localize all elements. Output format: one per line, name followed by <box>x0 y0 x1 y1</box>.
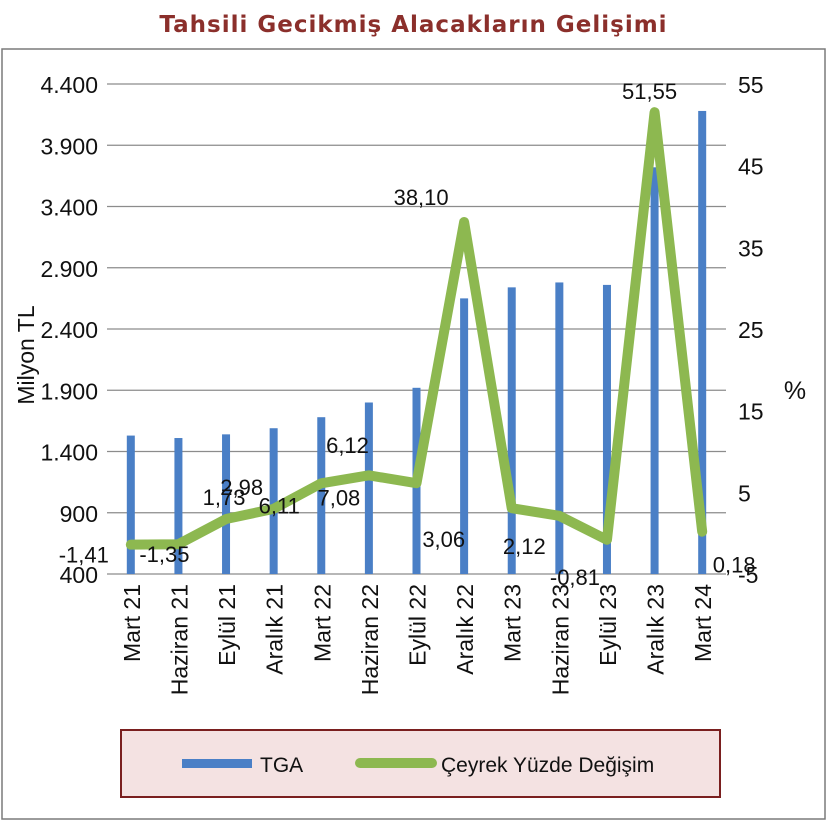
x-tick-label: Mart 21 <box>119 584 145 662</box>
bar-tga <box>269 428 278 574</box>
bar-tga <box>698 110 707 574</box>
data-label: 6,11 <box>259 493 300 518</box>
line-point <box>605 538 608 541</box>
left-tick-label: 2.400 <box>40 317 98 343</box>
data-label: 38,10 <box>394 185 449 210</box>
x-tick-label: Mart 24 <box>690 584 716 662</box>
x-tick-label: Eylül 22 <box>405 584 431 666</box>
x-tick-label: Mart 22 <box>309 584 335 662</box>
left-tick-label: 2.900 <box>40 256 98 282</box>
left-tick-label: 900 <box>60 501 98 527</box>
left-tick-label: 1.900 <box>40 378 98 404</box>
data-label: 7,08 <box>317 485 360 510</box>
data-label: 2,12 <box>503 534 546 559</box>
line-point <box>320 482 323 485</box>
x-tick-label: Aralık 21 <box>262 584 288 675</box>
right-tick-label: 25 <box>738 317 764 343</box>
left-tick-label: 4.400 <box>40 72 98 98</box>
bar-tga <box>222 434 231 574</box>
data-label: 3,06 <box>422 527 465 552</box>
left-tick-label: 3.900 <box>40 133 98 159</box>
bar-tga <box>126 435 135 574</box>
data-label: -1,35 <box>139 542 189 567</box>
data-label: -1,41 <box>59 543 109 568</box>
bar-tga <box>507 287 516 574</box>
bar-tga <box>317 417 326 574</box>
line-point <box>463 221 466 224</box>
legend-swatch-tga <box>182 759 252 768</box>
left-axis-title: Milyon TL <box>13 305 39 404</box>
line-point <box>415 482 418 485</box>
right-tick-label: -5 <box>738 562 758 588</box>
chart-title: Tahsili Gecikmiş Alacakların Gelişimi <box>159 12 668 38</box>
right-tick-label: 35 <box>738 235 764 261</box>
data-label: 6,12 <box>326 433 369 458</box>
right-tick-label: 5 <box>738 480 751 506</box>
line-point <box>701 530 704 533</box>
bar-tga <box>555 282 564 574</box>
line-point <box>272 507 275 510</box>
line-point <box>510 507 513 510</box>
bar-tga <box>174 438 183 574</box>
legend-label-ceyrek: Çeyrek Yüzde Değişim <box>441 754 654 777</box>
line-point <box>129 543 132 546</box>
chart-frame <box>1 48 826 820</box>
bar-tga <box>460 298 469 574</box>
right-axis-title: % <box>784 377 806 405</box>
left-tick-label: 400 <box>60 562 98 588</box>
data-label: 2,98 <box>220 475 263 500</box>
data-label: 1,73 <box>203 485 246 510</box>
data-label: -0,81 <box>550 565 600 590</box>
line-point <box>367 474 370 477</box>
x-tick-label: Eylül 21 <box>214 584 240 666</box>
line-point <box>225 518 228 521</box>
x-tick-label: Haziran 21 <box>166 584 192 695</box>
x-tick-label: Aralık 22 <box>452 584 478 675</box>
legend-label-tga: TGA <box>260 754 303 777</box>
x-tick-label: Aralık 23 <box>643 584 669 675</box>
right-tick-label: 15 <box>738 399 764 425</box>
x-tick-label: Eylül 23 <box>595 584 621 666</box>
line-point <box>653 111 656 114</box>
left-tick-label: 3.400 <box>40 195 98 221</box>
right-tick-label: 55 <box>738 72 764 98</box>
bar-tga <box>364 402 373 574</box>
line-point <box>558 514 561 517</box>
line-point <box>177 543 180 546</box>
data-label: 51,55 <box>622 79 677 104</box>
x-tick-label: Haziran 23 <box>547 584 573 695</box>
left-tick-label: 1.400 <box>40 440 98 466</box>
x-tick-label: Haziran 22 <box>357 584 383 695</box>
bar-tga <box>602 284 611 574</box>
right-tick-label: 45 <box>738 154 764 180</box>
x-tick-label: Mart 23 <box>500 584 526 662</box>
data-label: 0,18 <box>713 553 756 578</box>
bar-tga <box>650 167 659 575</box>
